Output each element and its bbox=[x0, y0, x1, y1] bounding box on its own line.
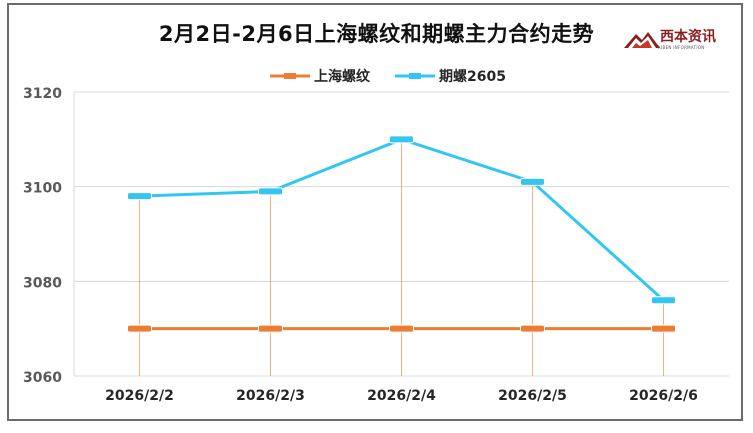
data-point-marker bbox=[651, 324, 676, 333]
logo-text: 西本资讯 bbox=[660, 29, 716, 45]
x-tick-label: 2026/2/4 bbox=[367, 388, 436, 404]
x-tick-label: 2026/2/3 bbox=[236, 388, 305, 404]
data-point-marker bbox=[389, 135, 414, 144]
data-point-marker bbox=[127, 324, 152, 333]
x-tick-label: 2026/2/6 bbox=[629, 388, 698, 404]
y-tick-label: 3060 bbox=[23, 370, 62, 386]
y-axis-ticks: 3060 3080 3100 3120 bbox=[23, 86, 62, 386]
y-tick-label: 3120 bbox=[23, 86, 62, 102]
y-tick-label: 3100 bbox=[23, 181, 62, 197]
x-tick-label: 2026/2/2 bbox=[105, 388, 174, 404]
legend-marker-1 bbox=[284, 73, 296, 79]
legend-label-2: 期螺2605 bbox=[439, 68, 506, 85]
x-tick-label: 2026/2/5 bbox=[498, 388, 567, 404]
data-point-marker bbox=[520, 324, 545, 333]
chart-frame bbox=[7, 3, 743, 421]
xiben-logo: 西本资讯 XIBEN INFORMATION bbox=[622, 24, 722, 54]
data-point-marker bbox=[389, 324, 414, 333]
mountain-logo-icon bbox=[624, 32, 660, 48]
drop-lines bbox=[139, 139, 664, 376]
data-point-marker bbox=[651, 296, 676, 305]
data-point-marker bbox=[258, 187, 283, 196]
legend-marker-2 bbox=[409, 73, 421, 79]
chart-title: 2月2日-2月6日上海螺纹和期螺主力合约走势 bbox=[158, 22, 595, 46]
logo-subtext: XIBEN INFORMATION bbox=[658, 45, 705, 50]
x-axis-ticks: 2026/2/2 2026/2/3 2026/2/4 2026/2/5 2026/2/6 bbox=[105, 388, 698, 404]
data-point-marker bbox=[258, 324, 283, 333]
data-point-marker bbox=[520, 177, 545, 186]
y-tick-label: 3080 bbox=[23, 275, 62, 291]
data-point-marker bbox=[127, 192, 152, 201]
series-markers bbox=[127, 135, 676, 333]
chart-legend: 上海螺纹 期螺2605 bbox=[270, 68, 506, 85]
legend-label-1: 上海螺纹 bbox=[314, 68, 371, 85]
